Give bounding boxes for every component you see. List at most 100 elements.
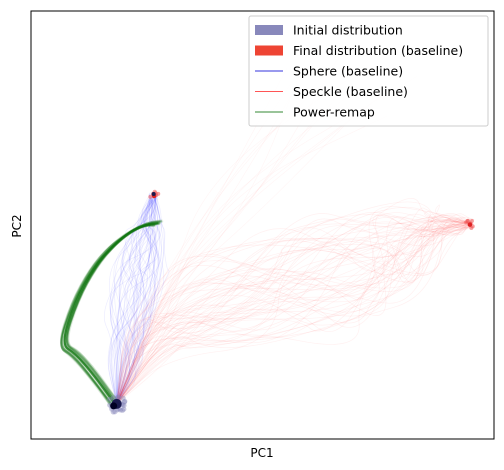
sphere-baseline-trajectory <box>110 197 154 404</box>
speckle-baseline-trajectory <box>116 217 472 404</box>
y-axis-label: PC2 <box>10 214 24 237</box>
speckle-baseline-trajectory <box>116 107 325 405</box>
sphere-baseline-trajectory <box>116 194 156 405</box>
legend-swatch <box>255 45 283 56</box>
legend-label: Sphere (baseline) <box>293 64 403 79</box>
speckle-baseline-trajectories <box>116 36 475 405</box>
speckle-baseline-trajectory <box>116 221 469 404</box>
power-remap-trajectory <box>65 222 161 404</box>
sphere-baseline-trajectory <box>114 191 157 404</box>
speckle-baseline-trajectory <box>116 221 471 405</box>
speckle-baseline-trajectory <box>116 69 363 405</box>
speckle-baseline-trajectory <box>116 226 467 404</box>
sphere-baseline-trajectory <box>116 195 158 405</box>
sphere-baseline-trajectory <box>116 193 162 405</box>
speckle-baseline-trajectory <box>116 223 467 405</box>
final-distribution-bin <box>469 225 474 230</box>
speckle-baseline-trajectory <box>116 214 471 404</box>
speckle-baseline-trajectory <box>116 224 470 405</box>
legend-label: Initial distribution <box>293 23 403 38</box>
final-distribution-bin <box>469 218 474 223</box>
legend-swatch <box>255 25 283 35</box>
sphere-baseline-trajectory <box>116 196 161 405</box>
sphere-baseline-trajectory <box>116 195 155 405</box>
sphere-baseline-trajectory <box>109 193 151 405</box>
speckle-baseline-trajectory <box>116 218 473 405</box>
final-distribution-bin <box>148 194 153 199</box>
final-distribution-core <box>151 192 156 197</box>
final-distribution-bin <box>465 219 470 224</box>
sphere-baseline-trajectory <box>116 195 160 404</box>
speckle-baseline-trajectory <box>116 41 354 404</box>
speckle-baseline-trajectory <box>116 224 474 404</box>
sphere-baseline-trajectory <box>116 199 153 405</box>
speckle-baseline-trajectory <box>116 216 469 405</box>
speckle-baseline-trajectory <box>116 213 472 405</box>
sphere-baseline-trajectory <box>116 197 156 404</box>
speckle-baseline-trajectory <box>116 226 472 405</box>
sphere-baseline-trajectory <box>116 197 152 405</box>
sphere-baseline-trajectory <box>110 192 162 404</box>
initial-distribution-bin <box>117 407 124 413</box>
speckle-baseline-trajectory <box>116 37 387 405</box>
initial-distribution-bin <box>119 407 126 413</box>
sphere-baseline-trajectory <box>110 197 157 405</box>
speckle-baseline-trajectory <box>116 221 472 405</box>
legend-label: Speckle (baseline) <box>293 84 408 99</box>
speckle-baseline-trajectory <box>116 220 466 404</box>
speckle-baseline-trajectory <box>116 223 474 405</box>
speckle-baseline-trajectory <box>116 220 473 404</box>
speckle-baseline-trajectory <box>116 92 352 404</box>
legend-item-final-distribution-baseline: Final distribution (baseline) <box>255 43 463 58</box>
x-axis-label: PC1 <box>250 446 273 460</box>
sphere-baseline-trajectory <box>116 192 155 404</box>
initial-distribution-bin <box>110 395 116 401</box>
speckle-baseline-trajectory <box>116 73 298 404</box>
speckle-baseline-trajectory <box>116 218 470 405</box>
sphere-baseline-trajectory <box>116 197 157 404</box>
sphere-baseline-trajectory <box>116 194 159 405</box>
final-distribution <box>148 189 161 199</box>
initial-distribution-bin <box>110 409 116 415</box>
speckle-baseline-trajectory <box>116 41 349 404</box>
sphere-baseline-trajectory <box>116 196 156 405</box>
speckle-baseline-trajectory <box>116 213 468 405</box>
final-distribution-core <box>467 222 473 227</box>
speckle-baseline-trajectory <box>116 221 470 405</box>
speckle-baseline-trajectory <box>116 75 418 405</box>
sphere-baseline-trajectory <box>116 199 157 405</box>
speckle-baseline-trajectory <box>116 67 288 405</box>
sphere-baseline-trajectory <box>116 199 160 405</box>
speckle-baseline-trajectory <box>116 223 468 404</box>
sphere-baseline-trajectory <box>116 194 166 404</box>
legend-label: Power-remap <box>293 105 375 120</box>
sphere-baseline-trajectory <box>116 192 157 405</box>
speckle-baseline-trajectory <box>116 78 403 405</box>
sphere-baseline-trajectory <box>116 192 157 405</box>
speckle-baseline-trajectory <box>116 214 475 405</box>
final-distribution <box>464 218 475 230</box>
speckle-baseline-trajectory <box>116 226 475 405</box>
sphere-baseline-trajectory <box>114 196 157 404</box>
speckle-baseline-trajectory <box>116 226 475 405</box>
speckle-baseline-trajectory <box>116 211 467 405</box>
plot-frame <box>30 10 495 440</box>
initial-distribution-bin <box>112 409 118 415</box>
speckle-baseline-trajectory <box>116 217 466 405</box>
speckle-baseline-trajectory <box>116 225 470 405</box>
speckle-baseline-trajectory <box>116 198 473 405</box>
speckle-baseline-trajectory <box>116 216 468 405</box>
sphere-baseline-trajectory <box>113 191 155 405</box>
speckle-baseline-trajectory <box>116 214 473 405</box>
speckle-baseline-trajectory <box>116 219 468 405</box>
sphere-baseline-trajectory <box>116 193 154 404</box>
sphere-baseline-trajectory <box>116 198 161 404</box>
speckle-baseline-trajectory <box>116 36 326 405</box>
sphere-baseline-trajectory <box>109 194 157 404</box>
plot-area <box>59 36 475 415</box>
speckle-baseline-trajectory <box>116 216 472 405</box>
sphere-baseline-trajectory <box>109 193 152 404</box>
speckle-baseline-trajectory <box>116 227 474 405</box>
sphere-baseline-trajectory <box>116 196 158 405</box>
speckle-baseline-trajectory <box>116 212 469 404</box>
